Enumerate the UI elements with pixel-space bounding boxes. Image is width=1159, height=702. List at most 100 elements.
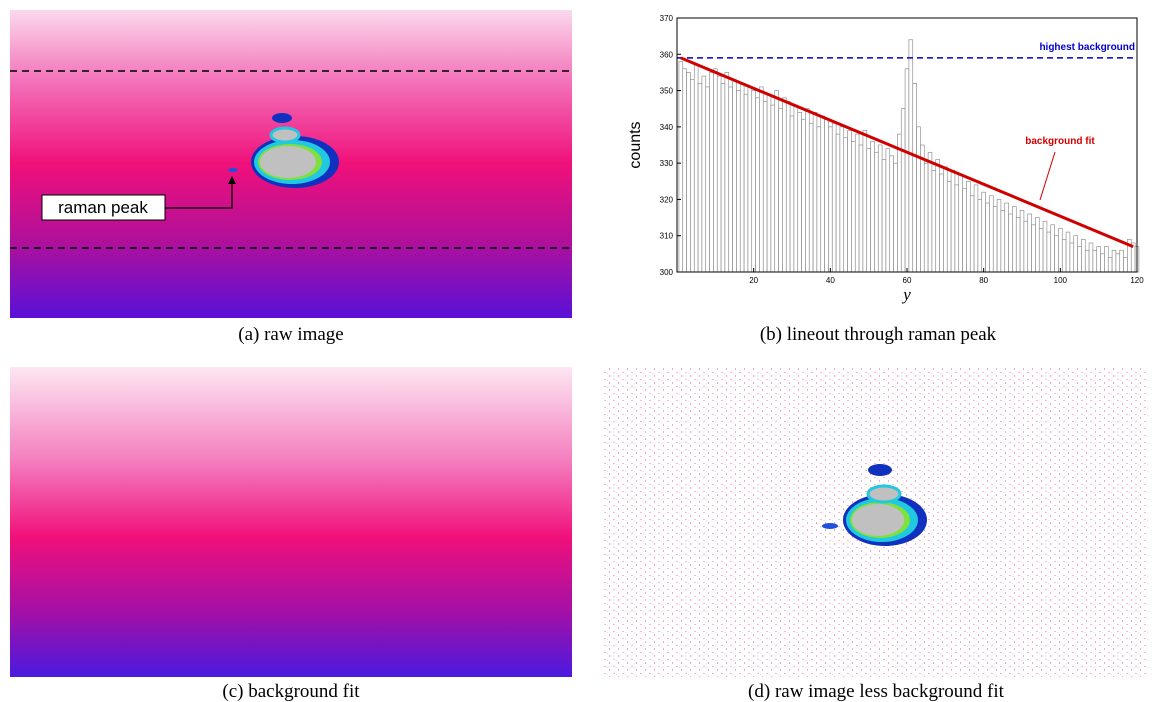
bar xyxy=(885,148,891,273)
bar xyxy=(1046,231,1052,273)
bar xyxy=(785,101,791,273)
x-tick-label: 80 xyxy=(979,276,988,285)
caption: (c) background fit xyxy=(222,681,360,702)
y-axis-label: counts xyxy=(627,121,644,168)
caption: (b) lineout through raman peak xyxy=(760,324,997,345)
bar xyxy=(1038,228,1044,273)
arrow xyxy=(165,180,233,209)
bar xyxy=(770,104,776,273)
bar xyxy=(820,115,825,273)
bar xyxy=(1004,202,1009,273)
bar xyxy=(1008,213,1013,273)
bar xyxy=(927,151,933,273)
bar xyxy=(966,180,971,273)
bar xyxy=(1015,217,1021,273)
bar xyxy=(870,141,875,273)
bar xyxy=(801,119,806,273)
bar xyxy=(828,126,833,273)
bar xyxy=(682,68,687,273)
bar xyxy=(1081,239,1086,273)
bar xyxy=(1050,224,1055,273)
bar xyxy=(755,97,760,273)
x-axis-label: y xyxy=(901,285,911,304)
bar xyxy=(977,199,983,273)
bar xyxy=(1054,235,1059,273)
bar xyxy=(736,90,741,273)
bar xyxy=(701,75,707,273)
bar xyxy=(697,83,703,273)
bar xyxy=(766,93,772,273)
bar xyxy=(874,151,879,273)
caption: (d) raw image less background fit xyxy=(748,681,1005,702)
bar xyxy=(923,162,929,273)
bar xyxy=(789,115,795,273)
bar xyxy=(973,184,979,273)
bar xyxy=(747,86,753,273)
bar xyxy=(877,144,883,273)
y-tick-label: 350 xyxy=(660,87,674,96)
bar xyxy=(881,159,887,273)
bar xyxy=(1092,249,1098,273)
bar xyxy=(854,133,860,273)
bar xyxy=(935,159,940,273)
bar xyxy=(816,126,822,273)
bar xyxy=(954,184,960,273)
bar xyxy=(958,173,963,273)
bar xyxy=(759,86,764,273)
bar xyxy=(751,90,756,273)
bar xyxy=(939,173,944,273)
bar xyxy=(728,86,733,273)
fit-pointer xyxy=(1039,151,1056,201)
bar xyxy=(797,112,802,273)
y-tick-label: 330 xyxy=(660,159,674,168)
bar xyxy=(732,79,737,273)
x-tick-label: 40 xyxy=(826,276,835,285)
annotation-box xyxy=(41,194,166,221)
bar xyxy=(835,133,841,273)
y-tick-label: 360 xyxy=(660,50,674,59)
bar xyxy=(1069,242,1075,273)
x-tick-label: 60 xyxy=(903,276,912,285)
bar xyxy=(1123,257,1128,273)
bar xyxy=(839,126,845,273)
bar xyxy=(724,72,730,273)
bar xyxy=(824,119,829,273)
bar xyxy=(1027,213,1032,273)
chart: highest background background fit 300 310 32… xyxy=(627,14,1144,304)
bar xyxy=(1073,235,1078,273)
bar xyxy=(709,72,714,273)
bar xyxy=(693,64,699,273)
blob xyxy=(822,464,927,546)
bar xyxy=(1000,210,1006,273)
bar xyxy=(1012,206,1017,273)
bar xyxy=(1100,253,1105,273)
bar xyxy=(778,108,783,273)
bar xyxy=(858,144,864,273)
bar xyxy=(686,72,691,273)
bar xyxy=(1088,242,1094,273)
bar xyxy=(946,180,952,273)
bar xyxy=(1035,217,1040,273)
bar xyxy=(943,166,948,273)
bar xyxy=(739,83,745,273)
bar xyxy=(793,104,799,273)
y-tick-label: 300 xyxy=(660,268,674,277)
bar xyxy=(992,206,998,273)
blob xyxy=(228,113,339,188)
y-tick-label: 320 xyxy=(660,195,674,204)
arrow-head xyxy=(228,176,236,184)
fit-label: background fit xyxy=(1025,136,1095,147)
bar xyxy=(1115,253,1121,273)
y-tick-label: 370 xyxy=(660,14,674,23)
bar xyxy=(1119,249,1124,273)
bar xyxy=(1096,246,1101,273)
bar xyxy=(716,75,722,273)
bar xyxy=(847,130,852,273)
bar xyxy=(916,126,921,273)
bar xyxy=(1107,257,1113,273)
bar xyxy=(985,202,990,273)
bar xyxy=(931,170,937,273)
bar xyxy=(866,148,871,273)
